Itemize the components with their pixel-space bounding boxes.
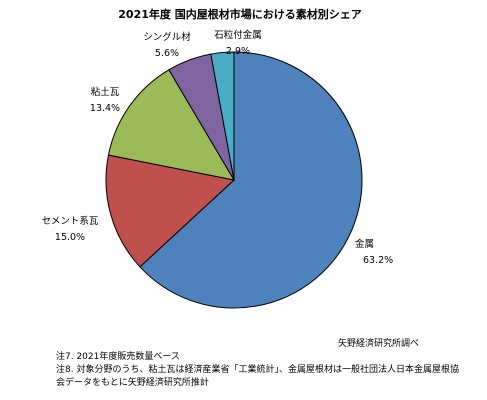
chart-title: 2021年度 国内屋根材市場における素材別シェア [118,7,361,21]
pie-slice [107,69,235,181]
pie-labels: 金属 63.2% セメント系瓦 15.0% 粘土瓦 13.4% シングル材 5.6% 石粒付金属… [42,29,394,266]
footnote-2: 注8. 対象分野のうち、粘土瓦は経済産業省「工業統計」、金属屋根材は一般社団法人… [56,365,459,375]
pie-slice [105,154,236,268]
footnote-1: 注7. 2021年度販売数量ベース [56,352,180,362]
footnote-3: 会データをもとに矢野経済研究所推計 [56,378,209,388]
slice-name-label: セメント系瓦 [42,216,99,227]
slice-value-label: 2.9% [226,46,250,57]
pie-slice [139,51,363,309]
slice-value-label: 13.4% [90,103,120,114]
source-note: 矢野経済研究所調べ [338,339,420,349]
pie-slice [210,51,235,181]
slice-value-label: 63.2% [363,255,393,266]
slice-name-label: 石粒付金属 [214,29,262,41]
slice-value-label: 5.6% [155,48,179,59]
slice-name-label: シングル材 [143,31,191,43]
pie [105,51,363,309]
slice-value-label: 15.0% [55,232,85,243]
slice-name-label: 粘土瓦 [91,86,120,98]
slice-name-label: 金属 [355,238,374,250]
